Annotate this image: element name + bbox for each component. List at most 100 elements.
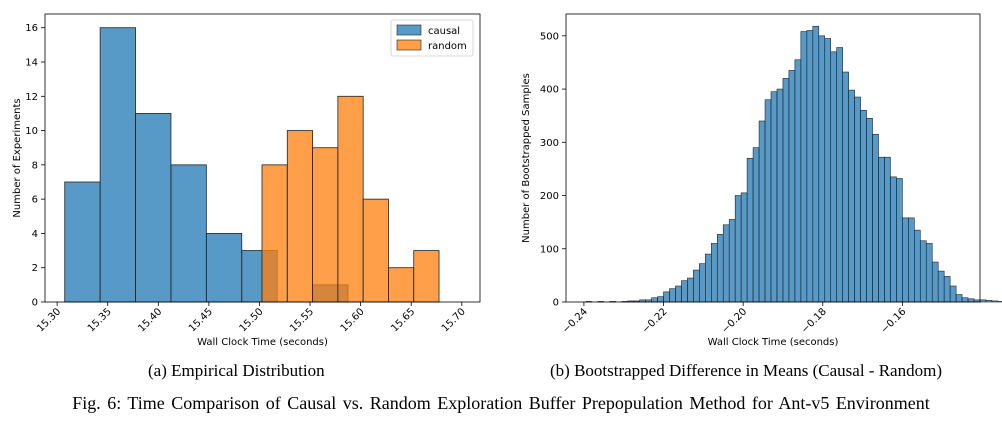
bar-causal-1 — [99, 27, 136, 303]
bar-random-5 — [388, 267, 415, 303]
legend-swatch-random — [396, 39, 422, 51]
bar-32 — [776, 88, 784, 303]
bar-59 — [937, 270, 945, 303]
chart-panel-a: 0 2 4 6 8 10 12 14 16 15.30 15.35 15.40 15.45 15.50 15… — [0, 0, 500, 355]
ytick-label: 14 — [25, 58, 38, 69]
y-axis-label: Number of Experiments — [12, 98, 23, 217]
bar-random-6 — [413, 250, 440, 303]
bar-60 — [943, 276, 951, 303]
ytick-label: 2 — [32, 263, 38, 274]
figure-caption: Fig. 6: Time Comparison of Causal vs. Ra… — [72, 393, 930, 413]
bar-causal-4 — [205, 233, 243, 303]
bar-27 — [746, 157, 754, 303]
ytick-label: 400 — [540, 85, 559, 96]
ytick-label: 0 — [553, 298, 559, 309]
bars-group — [585, 25, 1002, 303]
bar-random-4 — [362, 198, 389, 303]
histogram-empirical: 0 2 4 6 8 10 12 14 16 15.30 15.35 15.40 15.45 15.50 15… — [12, 13, 481, 348]
bar-63 — [961, 297, 969, 303]
xtick-label: 15.40 — [136, 306, 164, 334]
bar-17 — [687, 277, 694, 303]
bar-random-1 — [286, 130, 313, 303]
ytick-label: 500 — [540, 31, 559, 42]
bar-56 — [919, 240, 927, 303]
bar-62 — [955, 294, 963, 303]
legend-label-causal: causal — [428, 26, 460, 37]
legend-swatch-causal — [396, 24, 422, 36]
bar-58 — [931, 261, 939, 303]
bar-18 — [693, 269, 700, 303]
xtick-label: −0.16 — [879, 306, 908, 335]
bars-group — [64, 27, 440, 303]
xtick-label: 15.35 — [86, 306, 114, 334]
y-axis-label: Number of Bootstrapped Samples — [521, 73, 532, 243]
bar-30 — [764, 99, 772, 303]
bar-48 — [872, 134, 879, 303]
ytick-label: 100 — [540, 244, 559, 255]
bar-68 — [991, 300, 999, 303]
bar-38 — [812, 25, 820, 303]
bar-31 — [770, 91, 778, 303]
bar-54 — [908, 217, 915, 303]
bar-24 — [728, 219, 736, 303]
legend: causal random — [390, 19, 474, 57]
plot-frame — [565, 13, 981, 303]
xtick-label: 15.60 — [339, 306, 367, 334]
bar-46 — [860, 110, 867, 303]
bar-36 — [800, 31, 808, 303]
bar-29 — [758, 120, 766, 303]
xtick-label: −0.18 — [799, 306, 828, 335]
bar-37 — [806, 30, 814, 303]
ytick-label: 16 — [25, 23, 38, 34]
bar-random-3 — [337, 95, 364, 303]
ytick-label: 8 — [32, 160, 38, 171]
ytick-label: 0 — [32, 298, 38, 309]
xtick-label: −0.24 — [561, 306, 590, 335]
ytick-label: 200 — [540, 191, 559, 202]
bar-33 — [782, 78, 790, 303]
xtick-label: −0.22 — [640, 306, 669, 335]
plot-frame — [44, 13, 481, 303]
ytick-label: 12 — [25, 92, 38, 103]
ytick-label: 6 — [32, 195, 38, 206]
bar-22 — [716, 234, 724, 303]
chart-panel-b: 0 100 200 300 400 500 −0.24 −0.22 −0.20 −0.18 −0.1… — [502, 0, 1002, 355]
bar-16 — [681, 280, 688, 303]
bar-43 — [842, 71, 849, 303]
histogram-bootstrap: 0 100 200 300 400 500 −0.24 −0.22 −0.20 −0.18 −0.1… — [521, 13, 1002, 348]
bar-causal-0 — [64, 181, 101, 303]
ytick-label: 300 — [540, 138, 559, 149]
bar-random-2 — [312, 147, 339, 303]
bar-39 — [818, 35, 826, 303]
bar-11 — [651, 297, 658, 303]
bar-44 — [848, 89, 855, 303]
bar-66 — [979, 299, 987, 303]
bar-52 — [896, 178, 903, 303]
bar-55 — [914, 229, 921, 303]
legend-label-random: random — [428, 41, 467, 52]
bar-53 — [902, 217, 909, 303]
xtick-label: 15.70 — [440, 306, 468, 334]
bar-20 — [705, 253, 712, 303]
bar-67 — [985, 300, 993, 303]
bar-50 — [884, 156, 891, 303]
bar-40 — [824, 38, 832, 303]
bar-23 — [722, 224, 730, 303]
bar-19 — [699, 263, 706, 303]
subcaption-a: (a) Empirical Distribution — [148, 361, 325, 380]
bar-45 — [854, 96, 861, 303]
bar-49 — [878, 156, 885, 303]
bar-69 — [997, 301, 1002, 303]
bar-35 — [794, 59, 802, 303]
bar-34 — [788, 70, 796, 303]
xtick-label: 15.55 — [288, 306, 316, 334]
bar-random-0 — [261, 164, 288, 303]
subcaption-b: (b) Bootstrapped Difference in Means (Ca… — [550, 361, 942, 380]
bar-61 — [949, 285, 957, 303]
bar-42 — [836, 47, 843, 303]
bar-57 — [925, 243, 933, 303]
bar-51 — [890, 176, 897, 303]
bar-26 — [740, 192, 748, 303]
xtick-label: −0.20 — [720, 306, 749, 335]
bar-25 — [734, 195, 742, 303]
